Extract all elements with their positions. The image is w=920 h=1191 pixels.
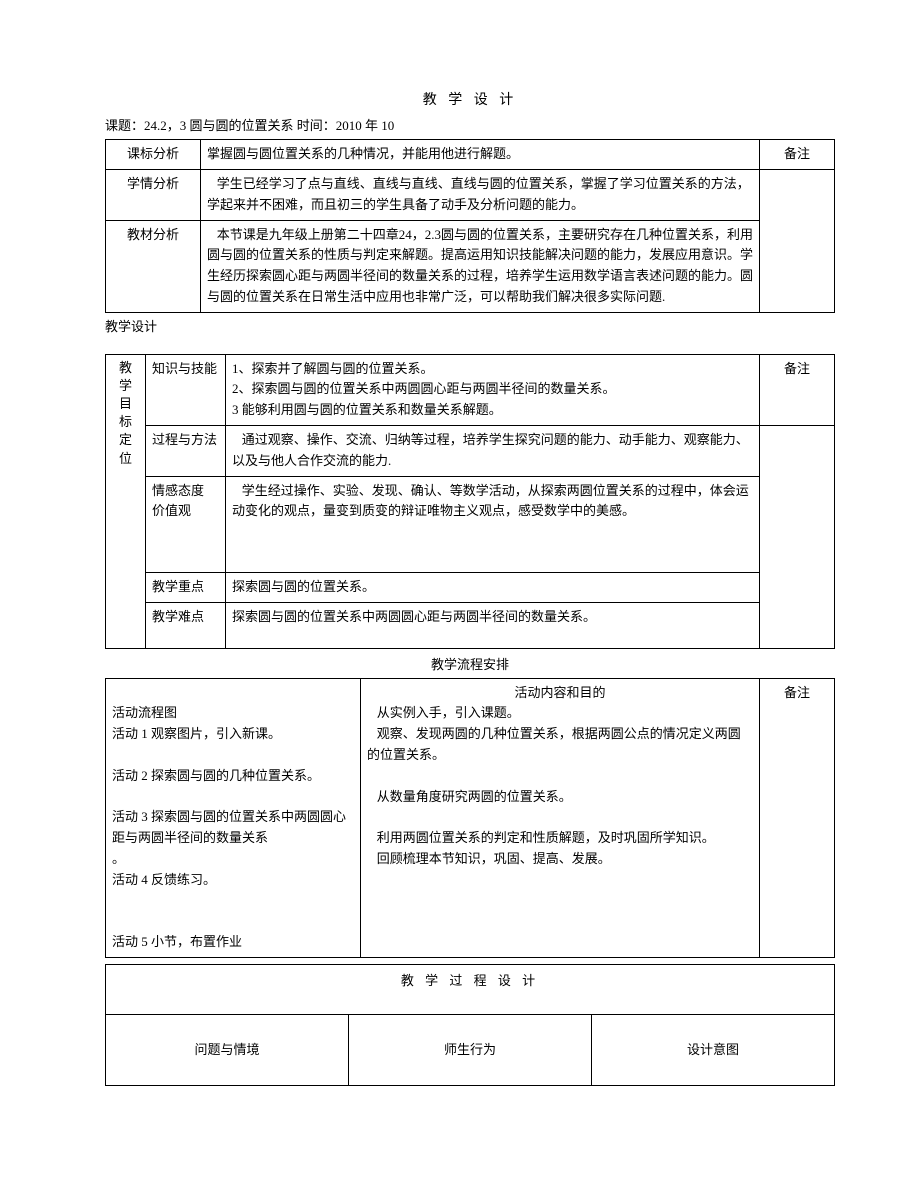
process-col-3: 设计意图 xyxy=(592,1014,835,1086)
table-row: 课标分析 掌握圆与圆位置关系的几种情况，并能用他进行解题。 备注 xyxy=(106,140,835,170)
subtitle: 课题：24.2，3 圆与圆的位置关系 时间：2010 年 10 xyxy=(105,116,835,137)
section-label: 教学设计 xyxy=(105,317,835,338)
row-content: 探索圆与圆的位置关系中两圆圆心距与两圆半径间的数量关系。 xyxy=(226,602,760,648)
row-content: 探索圆与圆的位置关系。 xyxy=(226,573,760,603)
table-row: 活动流程图 活动 1 观察图片，引入新课。 活动 2 探索圆与圆的几种位置关系。… xyxy=(106,678,835,957)
flow-left-content: 活动 1 观察图片，引入新课。 活动 2 探索圆与圆的几种位置关系。 活动 3 … xyxy=(112,726,346,949)
flow-left-cell: 活动流程图 活动 1 观察图片，引入新课。 活动 2 探索圆与圆的几种位置关系。… xyxy=(106,678,361,957)
flow-right-header: 活动内容和目的 xyxy=(367,683,753,704)
table-row: 问题与情境 师生行为 设计意图 xyxy=(106,1014,835,1086)
row-label: 学情分析 xyxy=(106,169,201,220)
table-row: 教 学 目 标 定 位 知识与技能 1、探索并了解圆与圆的位置关系。 2、探索圆… xyxy=(106,354,835,425)
flow-right-content: 从实例入手，引入课题。 观察、发现两圆的几种位置关系，根据两圆公点的情况定义两圆… xyxy=(367,705,741,866)
row-label: 教学难点 xyxy=(146,602,226,648)
analysis-table: 课标分析 掌握圆与圆位置关系的几种情况，并能用他进行解题。 备注 学情分析 学生… xyxy=(105,139,835,313)
process-col-1: 问题与情境 xyxy=(106,1014,349,1086)
row-label: 教学重点 xyxy=(146,573,226,603)
flow-section-title: 教学流程安排 xyxy=(105,655,835,676)
row-content: 本节课是九年级上册第二十四章24，2.3圆与圆的位置关系，主要研究存在几种位置关… xyxy=(201,220,760,312)
notes-header: 备注 xyxy=(760,354,835,425)
row-label: 教材分析 xyxy=(106,220,201,312)
row-label: 知识与技能 xyxy=(146,354,226,425)
table-row: 学情分析 学生已经学习了点与直线、直线与直线、直线与圆的位置关系，掌握了学习位置… xyxy=(106,169,835,220)
row-label: 过程与方法 xyxy=(146,425,226,476)
process-title: 教 学 过 程 设 计 xyxy=(106,964,835,1014)
table-row: 教材分析 本节课是九年级上册第二十四章24，2.3圆与圆的位置关系，主要研究存在… xyxy=(106,220,835,312)
row-label: 课标分析 xyxy=(106,140,201,170)
table-row: 教学重点 探索圆与圆的位置关系。 xyxy=(106,573,835,603)
table-row: 情感态度 价值观 学生经过操作、实验、发现、确认、等数学活动，从探索两圆位置关系… xyxy=(106,476,835,573)
process-table: 教 学 过 程 设 计 问题与情境 师生行为 设计意图 xyxy=(105,964,835,1087)
notes-cell xyxy=(760,425,835,648)
objectives-table: 教 学 目 标 定 位 知识与技能 1、探索并了解圆与圆的位置关系。 2、探索圆… xyxy=(105,354,835,649)
table-row: 过程与方法 通过观察、操作、交流、归纳等过程，培养学生探究问题的能力、动手能力、… xyxy=(106,425,835,476)
flow-left-header: 活动流程图 xyxy=(112,705,177,720)
row-content: 通过观察、操作、交流、归纳等过程，培养学生探究问题的能力、动手能力、观察能力、以… xyxy=(226,425,760,476)
process-col-2: 师生行为 xyxy=(349,1014,592,1086)
row-label: 情感态度 价值观 xyxy=(146,476,226,573)
row-content: 学生经过操作、实验、发现、确认、等数学活动，从探索两圆位置关系的过程中，体会运动… xyxy=(226,476,760,573)
flow-right-cell: 活动内容和目的 从实例入手，引入课题。 观察、发现两圆的几种位置关系，根据两圆公… xyxy=(361,678,760,957)
group-label: 教 学 目 标 定 位 xyxy=(106,354,146,648)
doc-title: 教 学 设 计 xyxy=(105,90,835,112)
notes-header: 备注 xyxy=(760,140,835,170)
row-content: 1、探索并了解圆与圆的位置关系。 2、探索圆与圆的位置关系中两圆圆心距与两圆半径… xyxy=(226,354,760,425)
flow-table: 活动流程图 活动 1 观察图片，引入新课。 活动 2 探索圆与圆的几种位置关系。… xyxy=(105,678,835,958)
table-row: 教学难点 探索圆与圆的位置关系中两圆圆心距与两圆半径间的数量关系。 xyxy=(106,602,835,648)
notes-header: 备注 xyxy=(760,678,835,957)
row-content: 掌握圆与圆位置关系的几种情况，并能用他进行解题。 xyxy=(201,140,760,170)
notes-cell xyxy=(760,169,835,312)
row-content: 学生已经学习了点与直线、直线与直线、直线与圆的位置关系，掌握了学习位置关系的方法… xyxy=(201,169,760,220)
